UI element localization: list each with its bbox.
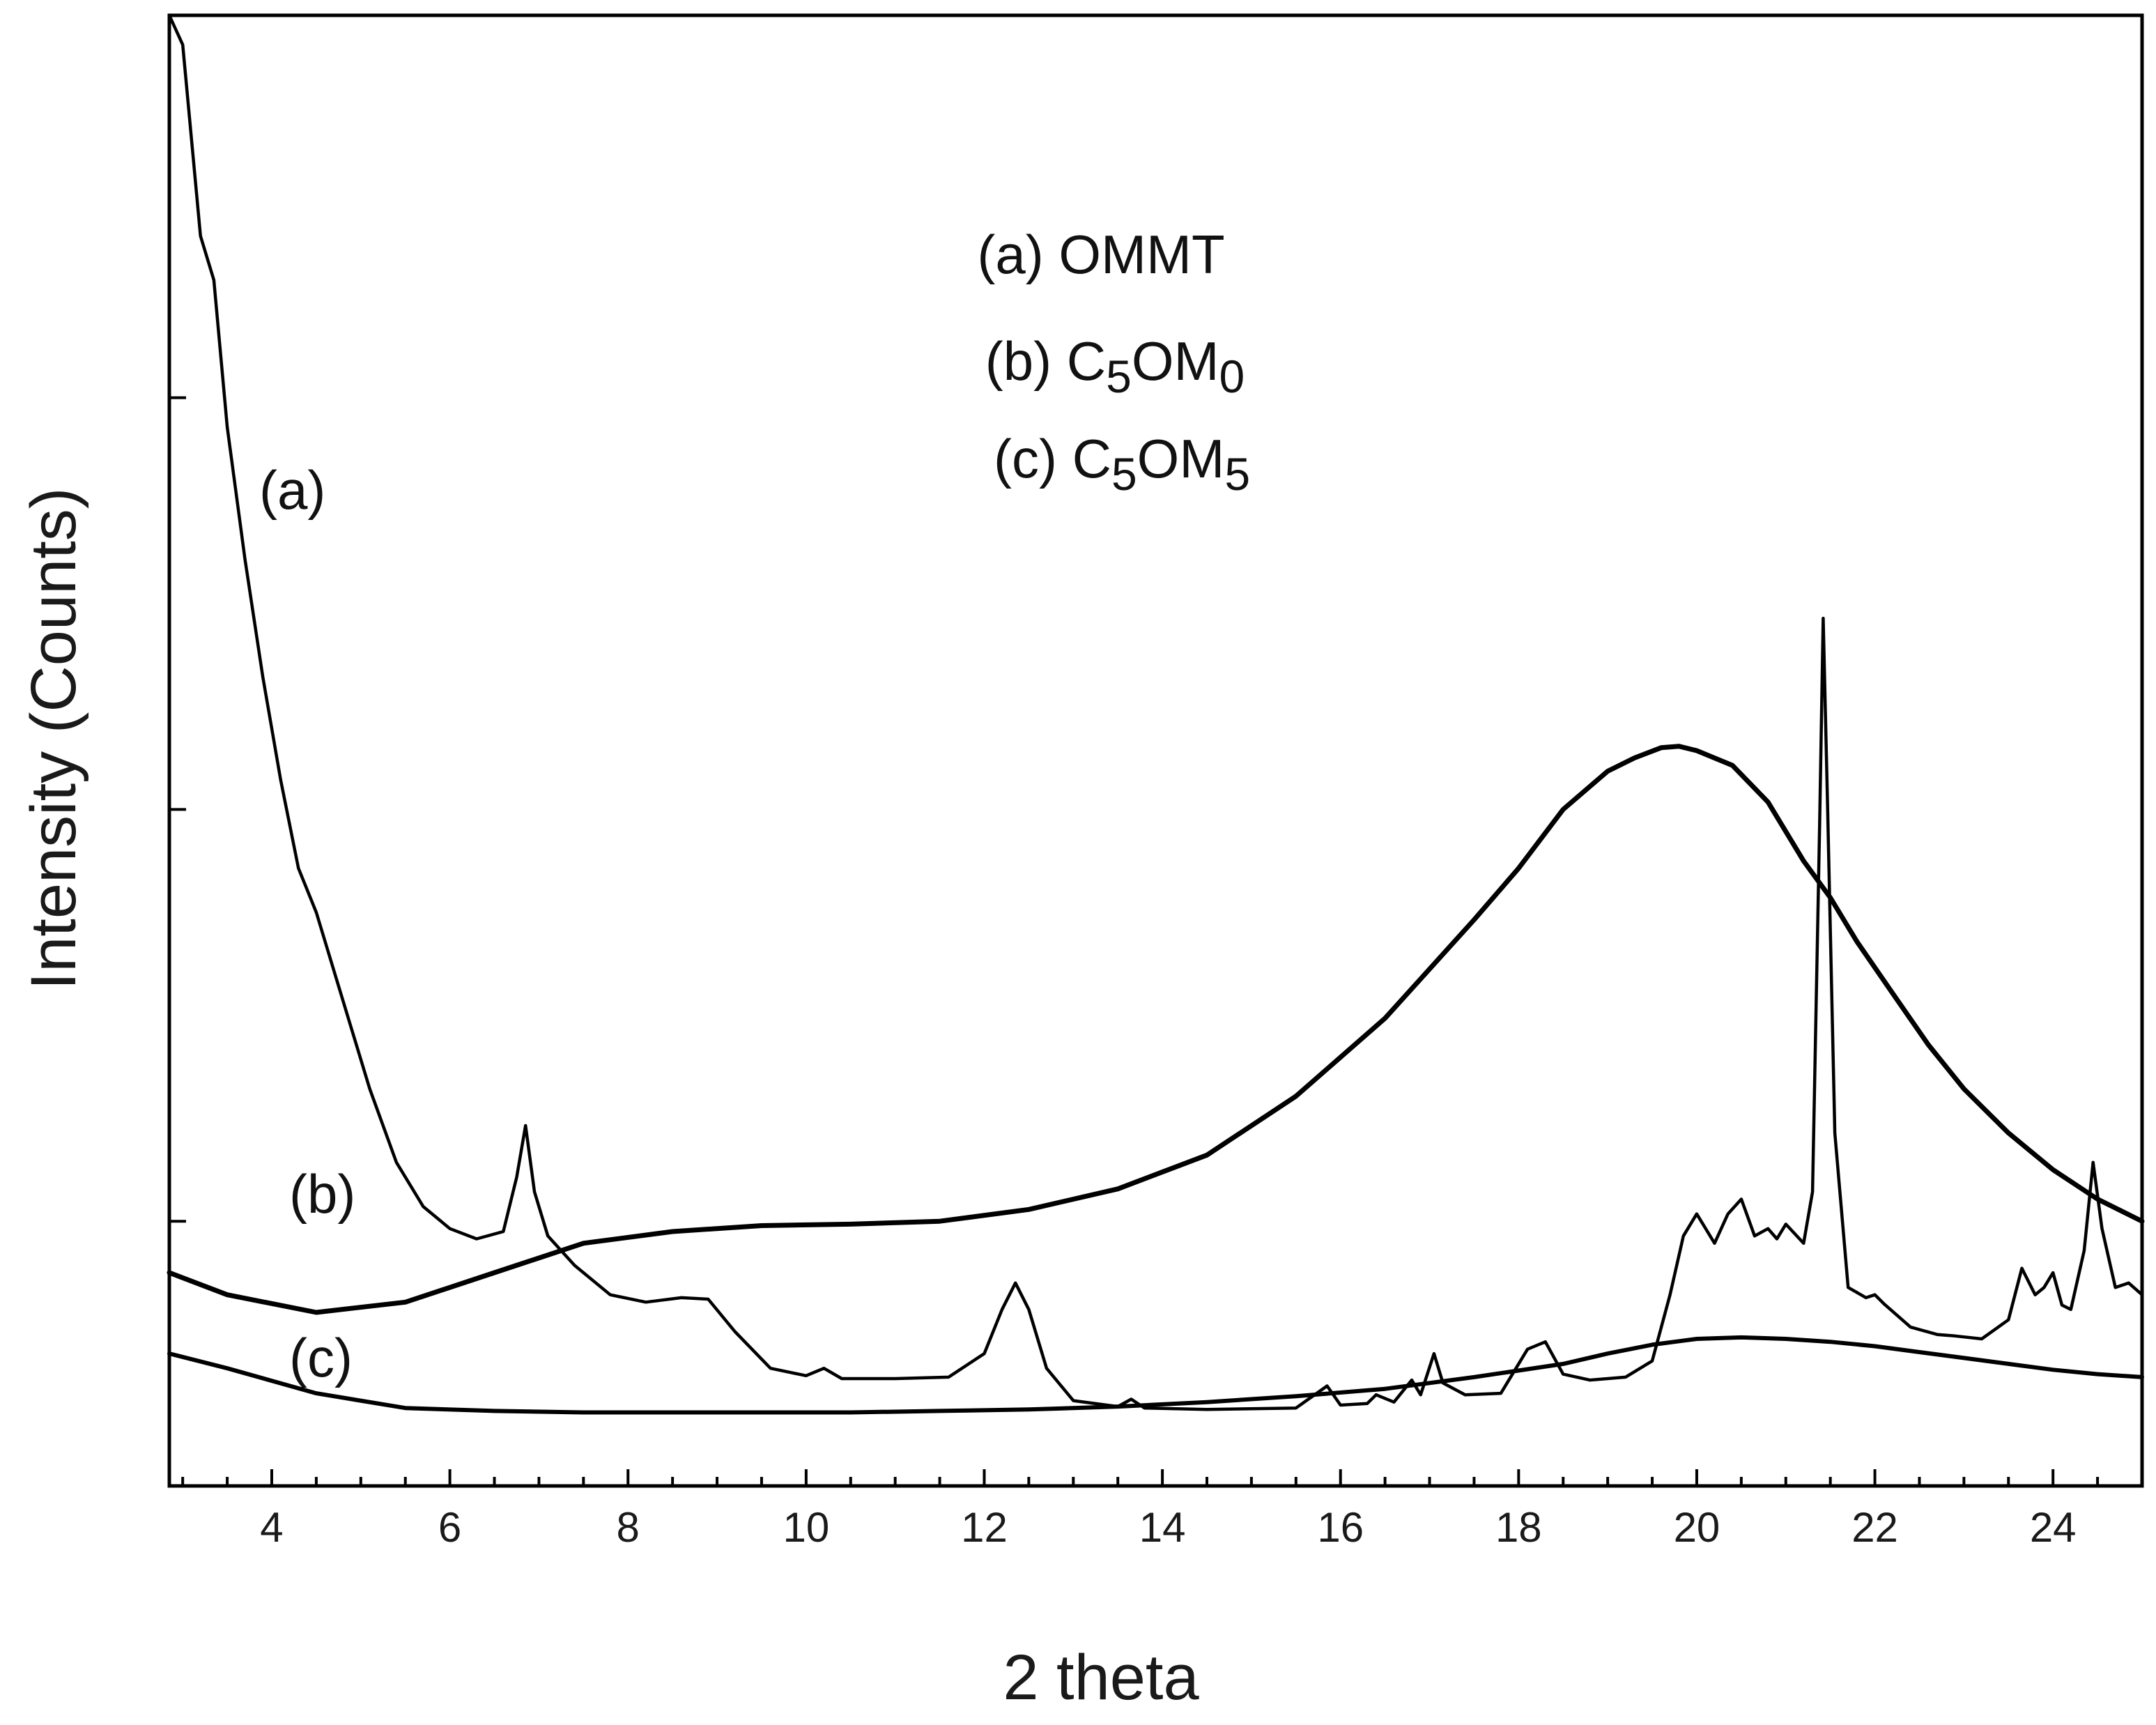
series-b-c5om0-line xyxy=(167,744,2145,1315)
x-axis-title: 2 theta xyxy=(1003,1642,1199,1713)
legend-entry-b: (b) C5OM0 xyxy=(985,330,1245,402)
x-tick-label: 20 xyxy=(1674,1504,1720,1551)
legend-entry-a: (a) OMMT xyxy=(977,224,1224,285)
series-label-b: (b) xyxy=(289,1163,355,1225)
x-axis-ticks: 4 6 8 10 12 14 16 18 20 22 24 xyxy=(181,1469,2143,1551)
x-tick-label: 18 xyxy=(1495,1504,1542,1551)
x-tick-label: 4 xyxy=(260,1504,283,1551)
x-tick-label: 10 xyxy=(783,1504,829,1551)
plot-frame xyxy=(167,13,2144,1488)
series-a-ommt-line xyxy=(167,13,2144,1411)
x-tick-label: 16 xyxy=(1317,1504,1364,1551)
legend: (a) OMMT (b) C5OM0 (c) C5OM5 xyxy=(977,224,1250,500)
x-tick-label: 8 xyxy=(617,1504,640,1551)
x-tick-label: 12 xyxy=(961,1504,1008,1551)
x-tick-label: 6 xyxy=(438,1504,461,1551)
y-axis-title: Intensity (Counts) xyxy=(18,488,89,990)
y-axis-ticks xyxy=(169,396,186,1223)
series-c-c5om5-line xyxy=(167,1335,2144,1415)
data-series-group xyxy=(167,13,2145,1415)
x-tick-label: 22 xyxy=(1851,1504,1898,1551)
x-tick-label: 14 xyxy=(1139,1504,1186,1551)
series-label-a: (a) xyxy=(259,459,325,521)
x-tick-label: 24 xyxy=(2030,1504,2077,1551)
legend-entry-c: (c) C5OM5 xyxy=(994,428,1250,500)
series-label-c: (c) xyxy=(289,1327,353,1388)
